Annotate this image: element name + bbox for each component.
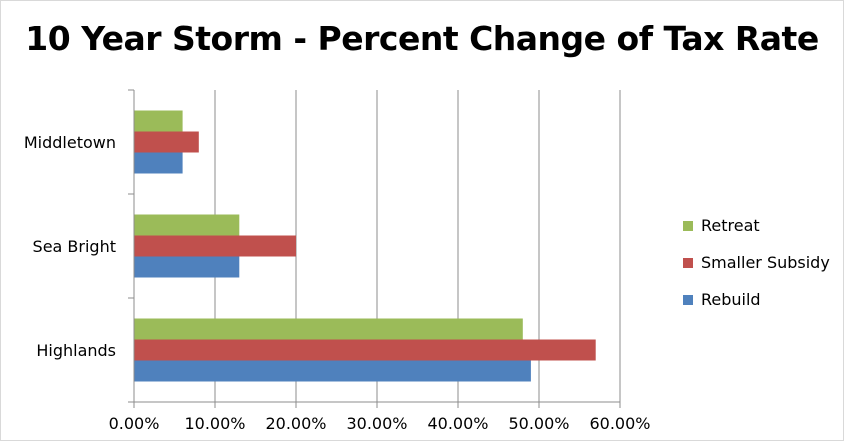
bar-smaller-subsidy-middletown	[134, 131, 199, 153]
chart-title: 10 Year Storm - Percent Change of Tax Ra…	[25, 19, 819, 58]
legend-swatch-retreat	[683, 220, 693, 231]
legend-item-smaller-subsidy: Smaller Subsidy	[683, 244, 843, 281]
legend-label-rebuild: Rebuild	[701, 290, 761, 309]
bar-smaller-subsidy-highlands	[134, 339, 596, 361]
legend-label-retreat: Retreat	[701, 216, 760, 235]
y-tick-label-middletown: Middletown	[24, 133, 116, 152]
legend-label-smaller-subsidy: Smaller Subsidy	[701, 253, 830, 272]
bar-retreat-sea-bright	[134, 214, 240, 236]
legend-item-retreat: Retreat	[683, 207, 843, 244]
x-tick-label-0: 0.00%	[109, 414, 160, 433]
bar-rebuild-sea-bright	[134, 256, 240, 278]
x-tick-label-3: 30.00%	[346, 414, 407, 433]
chart-legend: Retreat Smaller Subsidy Rebuild	[683, 207, 843, 318]
bar-rebuild-highlands	[134, 360, 531, 382]
bar-retreat-highlands	[134, 318, 523, 340]
legend-item-rebuild: Rebuild	[683, 281, 843, 318]
y-tick-label-sea-bright: Sea Bright	[33, 237, 116, 256]
x-tick-label-2: 20.00%	[265, 414, 326, 433]
legend-swatch-rebuild	[683, 294, 693, 305]
x-tick-label-6: 60.00%	[589, 414, 650, 433]
x-tick-label-4: 40.00%	[427, 414, 488, 433]
legend-swatch-smaller-subsidy	[683, 257, 693, 268]
bar-rebuild-middletown	[134, 152, 183, 174]
bar-retreat-middletown	[134, 110, 183, 132]
x-tick-label-1: 10.00%	[184, 414, 245, 433]
y-tick-label-highlands: Highlands	[36, 341, 116, 360]
x-tick-label-5: 50.00%	[508, 414, 569, 433]
bar-smaller-subsidy-sea-bright	[134, 235, 296, 257]
